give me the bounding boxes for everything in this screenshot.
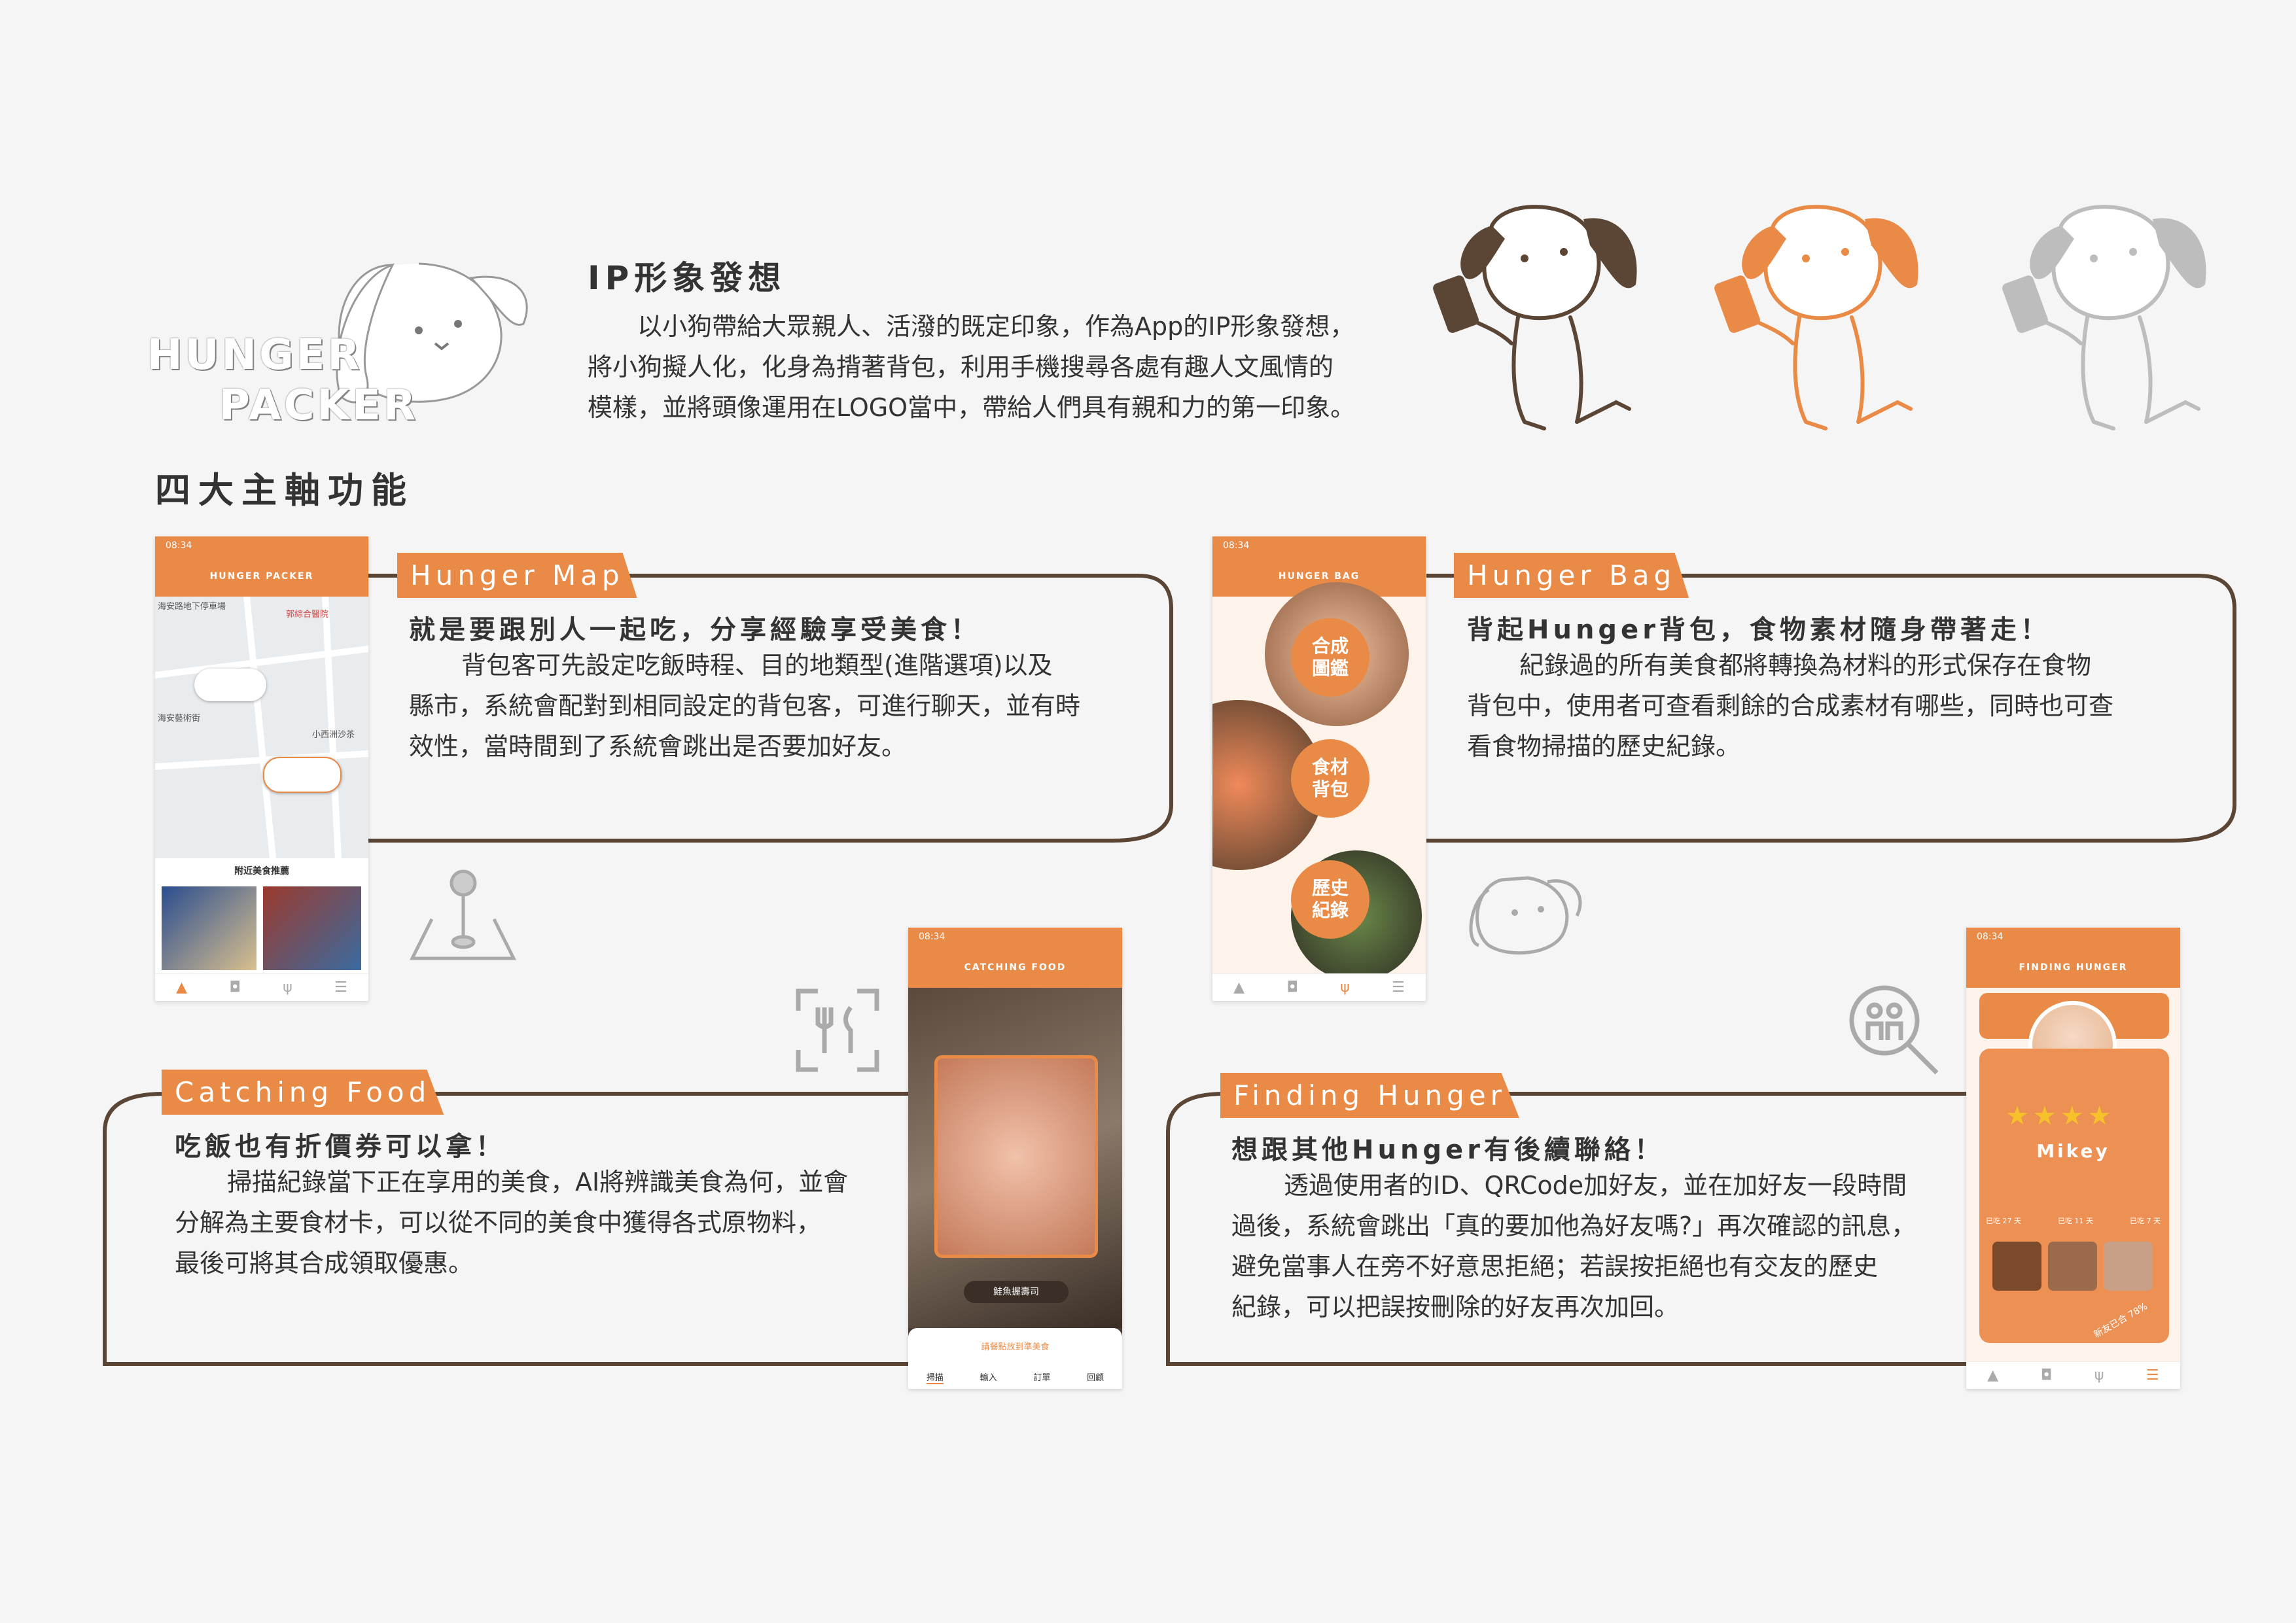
- map-label: 小西洲沙茶: [312, 730, 355, 740]
- hunger-bag-headline: 背起Hunger背包，食物素材隨身帶著走！: [1467, 615, 2051, 645]
- scan-food-icon: [796, 988, 879, 1072]
- profile-icon[interactable]: ☰: [334, 979, 347, 996]
- hunger-map-headline: 就是要跟別人一起吃，分享經驗享受美食！: [409, 615, 981, 645]
- bottom-panel: 請餐點放到準美食 掃描 輸入 訂單 回顧: [908, 1328, 1122, 1389]
- logo-dog-icon: [336, 262, 528, 404]
- food-photo[interactable]: [2048, 1242, 2097, 1291]
- user-pin[interactable]: [194, 669, 266, 701]
- phone-hunger-map: 08:34 HUNGER PACKER 海安路地下停車場 郭綜合醫院 海安藝術街…: [155, 536, 368, 1001]
- search-people-icon: [1849, 985, 1939, 1075]
- mascot-grey-icon: [2002, 205, 2206, 430]
- camera-icon[interactable]: ◘: [229, 979, 241, 996]
- tag-finding-hunger: Finding Hunger: [1220, 1073, 1519, 1118]
- catching-food-headline: 吃飯也有折價券可以拿！: [175, 1132, 506, 1162]
- profile-name: Mikey: [2036, 1140, 2110, 1162]
- map-label: 海安路地下停車場: [158, 602, 226, 612]
- ip-title: IP形象發想: [588, 259, 786, 297]
- scan-hint: 請餐點放到準美食: [981, 1342, 1050, 1352]
- collection-button[interactable]: 合成圖鑑: [1291, 618, 1369, 697]
- hunger-map-description: 背包客可先設定吃飯時程、目的地類型(進階選項)以及 縣市，系統會配對到相同設定的…: [409, 651, 1081, 761]
- map-label: 郭綜合醫院: [286, 610, 329, 620]
- bottom-nav: ▲ ◘ ψ ☰: [1966, 1361, 2180, 1389]
- recommend-title: 附近美食推薦: [155, 858, 368, 884]
- tab-order[interactable]: 訂單: [1033, 1373, 1051, 1383]
- mascot-orange-icon: [1714, 205, 1918, 430]
- app-title: HUNGER PACKER: [155, 556, 368, 597]
- tag-catching-food: Catching Food: [162, 1070, 444, 1115]
- catching-food-description: 掃描紀錄當下正在享用的美食，AI將辨識美食為何，並會 分解為主要食材卡，可以從不…: [175, 1168, 849, 1278]
- tab-scan[interactable]: 掃描: [926, 1370, 944, 1384]
- fork-icon[interactable]: ψ: [283, 979, 292, 996]
- food-photo[interactable]: [1992, 1242, 2041, 1291]
- camera-icon[interactable]: ◘: [2040, 1367, 2053, 1384]
- result-label: 鮭魚握壽司: [964, 1281, 1069, 1303]
- phone-finding-hunger: 08:34 FINDING HUNGER ★★★★ Mikey 已吃 27 天 …: [1966, 928, 2180, 1389]
- bottom-nav: ▲ ◘ ψ ☰: [1212, 973, 1426, 1001]
- tab-review[interactable]: 回顧: [1087, 1373, 1104, 1383]
- finding-hunger-description: 透過使用者的ID、QRCode加好友，並在加好友一段時間 過後，系統會跳出「真的…: [1231, 1171, 1916, 1321]
- phone-hunger-bag: 08:34 HUNGER BAG 合成圖鑑 食材背包 歷史紀錄 ▲ ◘ ψ ☰: [1212, 536, 1426, 1001]
- fork-icon[interactable]: ψ: [2094, 1367, 2104, 1384]
- phone-catching-food: 08:34 CATCHING FOOD 鮭魚握壽司 請餐點放到準美食 掃描 輸入…: [908, 928, 1122, 1389]
- stats-row: 已吃 27 天 已吃 11 天 已吃 7 天: [1986, 1217, 2161, 1225]
- map-roads: [155, 596, 368, 859]
- tag-hunger-bag: Hunger Bag: [1454, 553, 1689, 598]
- tag-hunger-map: Hunger Map: [397, 553, 637, 598]
- fork-icon[interactable]: ψ: [1340, 979, 1350, 996]
- user-pin[interactable]: [263, 757, 342, 793]
- scan-frame: [934, 1055, 1098, 1258]
- map-nav-icon[interactable]: ▲: [1233, 979, 1245, 996]
- star-rating: ★★★★: [2005, 1101, 2115, 1131]
- app-title: CATCHING FOOD: [908, 947, 1122, 988]
- finding-hunger-headline: 想跟其他Hunger有後續聯絡！: [1231, 1135, 1665, 1165]
- history-button[interactable]: 歷史紀錄: [1291, 860, 1369, 939]
- map-label: 海安藝術街: [158, 714, 201, 724]
- food-photo[interactable]: [263, 886, 361, 970]
- camera-icon[interactable]: ◘: [1286, 979, 1298, 996]
- map-view[interactable]: 海安路地下停車場 郭綜合醫院 海安藝術街 小西洲沙茶: [155, 596, 368, 859]
- section-title: 四大主軸功能: [155, 470, 414, 511]
- food-photo[interactable]: [162, 886, 256, 970]
- map-nav-icon[interactable]: ▲: [1987, 1367, 1999, 1384]
- map-nav-icon[interactable]: ▲: [176, 979, 188, 996]
- hunger-bag-description: 紀錄過的所有美食都將轉換為材料的形式保存在食物 背包中，使用者可查看剩餘的合成素…: [1467, 651, 2114, 761]
- ip-description: 以小狗帶給大眾親人、活潑的既定印象，作為App的IP形象發想， 將小狗擬人化，化…: [588, 312, 1356, 422]
- profile-card: [1979, 1049, 2169, 1343]
- logo-wordmark: HUNGER PACKER: [147, 331, 419, 430]
- food-photo[interactable]: [2104, 1242, 2153, 1291]
- bottom-nav: ▲ ◘ ψ ☰: [155, 973, 368, 1001]
- map-pin-icon: [409, 869, 517, 960]
- profile-icon[interactable]: ☰: [2146, 1367, 2159, 1384]
- mascot-brown-icon: [1433, 205, 1637, 430]
- profile-icon[interactable]: ☰: [1392, 979, 1405, 996]
- app-title: FINDING HUNGER: [1966, 947, 2180, 988]
- ingredient-bag-button[interactable]: 食材背包: [1291, 739, 1369, 818]
- tab-input[interactable]: 輸入: [980, 1373, 997, 1383]
- dog-head-icon: [1469, 876, 1582, 955]
